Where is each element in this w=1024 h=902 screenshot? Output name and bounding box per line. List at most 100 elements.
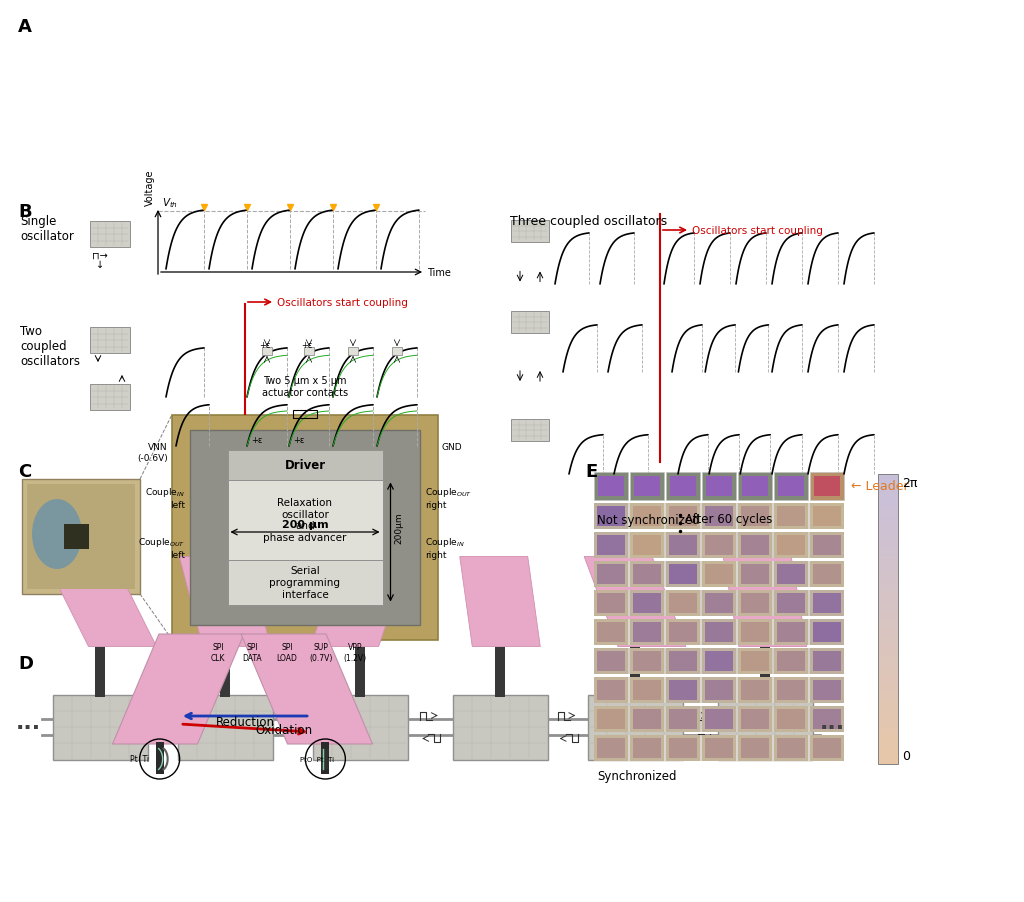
Bar <box>810 503 844 529</box>
Bar <box>63 524 89 549</box>
Bar <box>705 506 733 527</box>
Bar <box>878 639 898 641</box>
Bar <box>813 709 841 729</box>
Text: Synchronized: Synchronized <box>597 769 677 782</box>
Bar <box>594 735 844 761</box>
Text: Three coupled oscillators: Three coupled oscillators <box>510 215 667 227</box>
Bar <box>597 738 625 759</box>
Bar <box>878 725 898 728</box>
Bar <box>95 647 105 696</box>
Bar <box>878 745 898 747</box>
Bar <box>666 561 700 587</box>
Bar <box>878 547 898 549</box>
Bar <box>878 653 898 656</box>
Bar <box>666 706 700 732</box>
Bar <box>227 450 383 605</box>
Bar <box>597 506 625 527</box>
Bar <box>738 532 772 558</box>
Bar <box>22 480 140 594</box>
Bar <box>741 680 769 700</box>
Bar <box>666 620 700 645</box>
Bar <box>813 680 841 700</box>
Bar <box>702 620 736 645</box>
Bar <box>810 590 844 616</box>
Text: Driver: Driver <box>285 458 326 472</box>
Bar <box>227 560 383 605</box>
Text: VNN
(-0.6V): VNN (-0.6V) <box>137 443 168 462</box>
Text: B: B <box>18 203 32 221</box>
Bar <box>878 545 898 547</box>
Bar <box>878 513 898 516</box>
Bar <box>878 656 898 658</box>
Polygon shape <box>179 557 270 647</box>
Text: ← Leader: ← Leader <box>851 480 908 493</box>
Bar <box>878 713 898 716</box>
Bar <box>511 312 549 334</box>
Bar <box>705 594 733 613</box>
Bar <box>90 222 130 248</box>
Bar <box>594 706 844 732</box>
Bar <box>878 564 898 566</box>
Bar <box>742 476 768 496</box>
Bar <box>878 680 898 682</box>
Bar <box>322 750 330 769</box>
Text: +ε: +ε <box>293 436 304 445</box>
Bar <box>322 742 330 774</box>
Polygon shape <box>241 634 373 744</box>
Bar <box>878 585 898 588</box>
Bar <box>878 588 898 590</box>
Bar <box>878 549 898 552</box>
Bar <box>878 672 898 675</box>
Bar <box>878 641 898 643</box>
Bar <box>878 479 898 482</box>
Text: C: C <box>18 463 32 481</box>
Bar <box>878 699 898 702</box>
Bar <box>878 617 898 620</box>
Bar <box>878 665 898 667</box>
Bar <box>262 347 272 355</box>
Bar <box>738 561 772 587</box>
Text: Serial
programming
interface: Serial programming interface <box>269 566 341 599</box>
Bar <box>878 716 898 718</box>
Bar <box>878 621 898 624</box>
Text: 200 μm: 200 μm <box>282 520 329 529</box>
Bar <box>878 735 898 738</box>
Bar <box>355 647 365 696</box>
Text: +ε: +ε <box>259 341 270 350</box>
Bar <box>669 651 697 671</box>
Text: 0: 0 <box>902 750 910 762</box>
Bar <box>738 620 772 645</box>
Bar <box>597 622 625 642</box>
Bar <box>878 709 898 711</box>
Bar <box>878 612 898 614</box>
Text: Single
oscillator: Single oscillator <box>20 215 74 243</box>
Bar <box>878 667 898 670</box>
Bar <box>666 649 700 675</box>
Bar <box>630 620 664 645</box>
Bar <box>594 590 844 616</box>
Bar <box>777 506 805 527</box>
Bar <box>878 590 898 593</box>
Bar <box>878 593 898 595</box>
Bar <box>878 535 898 538</box>
Bar <box>813 622 841 642</box>
Bar <box>878 682 898 685</box>
Bar <box>774 620 808 645</box>
Bar <box>594 561 844 587</box>
Bar <box>777 622 805 642</box>
Bar <box>878 561 898 564</box>
Bar <box>878 650 898 653</box>
Bar <box>706 476 732 496</box>
Text: VPP
(1.2V): VPP (1.2V) <box>343 643 367 662</box>
Bar <box>594 620 844 645</box>
Bar <box>878 627 898 629</box>
Text: Oscillators start coupling: Oscillators start coupling <box>278 298 408 308</box>
Bar <box>813 738 841 759</box>
Bar <box>878 557 898 559</box>
Bar <box>774 590 808 616</box>
Bar <box>878 501 898 503</box>
Bar <box>878 496 898 499</box>
Bar <box>190 430 420 625</box>
Bar <box>878 484 898 486</box>
Bar <box>878 658 898 660</box>
